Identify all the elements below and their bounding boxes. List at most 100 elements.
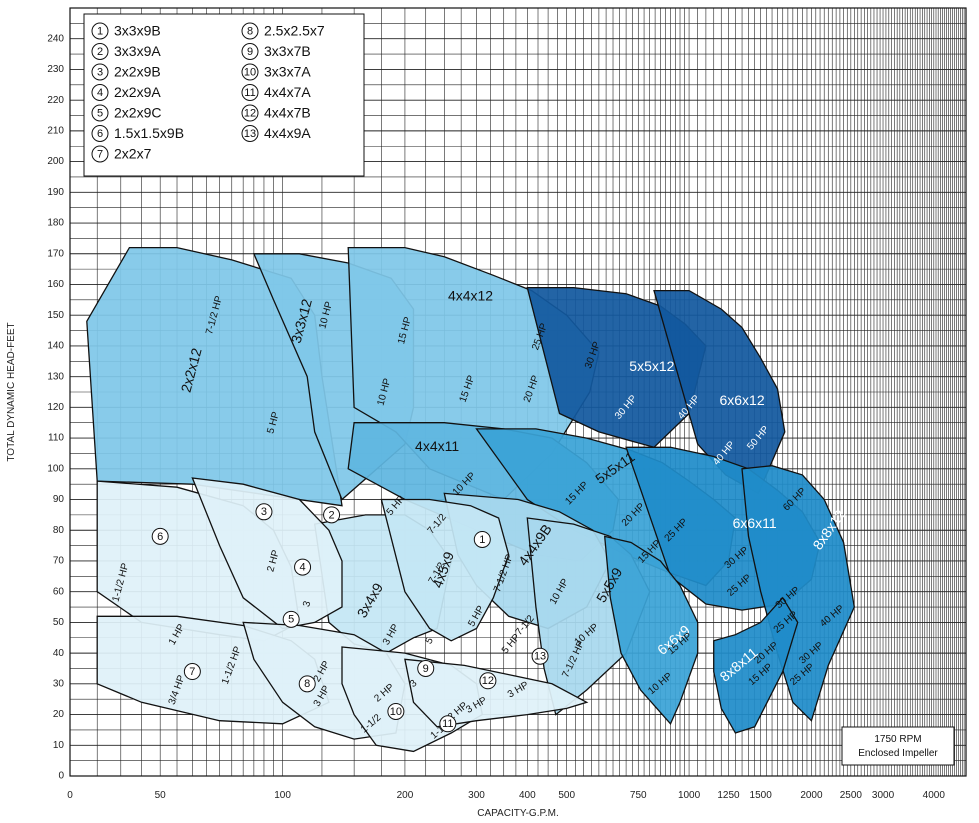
pump-marker: [151, 527, 169, 545]
pump-marker: [531, 647, 549, 665]
pump-marker: [294, 558, 312, 576]
info-box: 1750 RPM Enclosed Impeller: [841, 726, 955, 766]
legend-marker: [241, 125, 259, 142]
pump-marker: [282, 610, 300, 628]
y-tick-label: 100: [47, 463, 64, 474]
x-tick-label: 2000: [800, 790, 823, 801]
legend-number: 2: [97, 46, 103, 58]
legend-number: 6: [97, 128, 103, 140]
plot-frame: [69, 7, 967, 777]
legend-marker: [241, 63, 259, 81]
pump-marker-number: 13: [534, 651, 546, 663]
y-tick-label: 0: [58, 771, 64, 782]
y-tick-label: 240: [47, 33, 64, 44]
legend-marker: [91, 145, 109, 163]
x-tick-label: 400: [519, 790, 536, 801]
pump-marker-number: 6: [157, 531, 163, 543]
legend-number: 3: [97, 66, 103, 78]
hp-label: 3: [301, 599, 313, 608]
pump-marker: [387, 702, 405, 720]
region-8x8x12: [741, 465, 855, 722]
legend-number: 1: [97, 25, 103, 37]
pump-marker: [417, 659, 435, 677]
y-tick-label: 10: [53, 740, 65, 751]
legend-label: 4x4x7B: [264, 105, 311, 121]
legend-number: 8: [247, 25, 253, 37]
y-axis-title: TOTAL DYNAMIC HEAD-FEET: [6, 322, 17, 461]
region-label: 6x6x11: [733, 515, 777, 531]
y-tick-label: 80: [53, 525, 65, 536]
info-text: 1750 RPM: [874, 734, 921, 745]
region-6x6x9: [603, 535, 699, 725]
y-tick-label: 70: [53, 556, 65, 567]
pump-marker: [479, 672, 497, 690]
legend-number: 10: [244, 66, 256, 78]
y-tick-label: 110: [48, 433, 64, 444]
pump-regions: 2x2x123x3x124x4x125x5x126x6x124x4x115x5x…: [86, 246, 855, 753]
y-tick-label: 230: [47, 64, 64, 75]
region-label: 4x4x11: [415, 438, 459, 454]
y-tick-label: 60: [53, 586, 65, 597]
y-tick-label: 30: [53, 678, 65, 689]
legend-number: 7: [97, 148, 103, 160]
y-tick-label: 160: [47, 279, 64, 290]
pump-marker: [439, 715, 457, 733]
legend-marker: [91, 125, 109, 142]
x-tick-label: 4000: [923, 790, 946, 801]
region-label: 6x6x12: [719, 392, 764, 408]
legend-marker: [241, 43, 259, 60]
legend-number: 5: [97, 107, 103, 119]
y-tick-label: 180: [47, 218, 64, 229]
y-tick-label: 120: [47, 402, 64, 413]
pump-marker: [183, 663, 201, 681]
pump-marker: [298, 675, 316, 693]
legend-number: 11: [244, 87, 255, 99]
legend-label: 2x2x9A: [114, 84, 161, 100]
region-8x8x11: [713, 596, 799, 734]
legend-marker: [241, 22, 259, 40]
pump-marker: [323, 506, 341, 524]
x-tick-label: 50: [155, 790, 167, 801]
legend-label: 3x3x7B: [264, 43, 311, 59]
y-tick-label: 190: [47, 187, 64, 198]
legend-label: 2.5x2.5x7: [264, 23, 325, 39]
pump-marker-number: 3: [261, 506, 267, 518]
legend-marker: [241, 84, 259, 101]
y-tick-label: 210: [47, 126, 64, 137]
x-axis-title: CAPACITY-G.P.M.: [477, 808, 559, 819]
x-tick-label: 1500: [750, 790, 773, 801]
y-tick-label: 50: [53, 617, 65, 628]
pump-marker-number: 4: [300, 562, 306, 574]
legend-marker: [91, 84, 109, 101]
region-4x4x7B: [404, 658, 589, 728]
region-label: 4x4x12: [448, 287, 493, 303]
hp-label: 3: [408, 678, 420, 690]
legend-number: 4: [97, 87, 103, 99]
legend-number: 13: [244, 128, 256, 140]
y-tick-label: 150: [47, 310, 64, 321]
legend-box: [83, 13, 365, 177]
y-tick-label: 20: [53, 709, 65, 720]
hp-label: 5: [424, 635, 437, 646]
legend: 1 3x3x9B 2 3x3x9A 3 2x2x9B 4 2x2x9A 5 2x2x9C 6 1.5x…: [83, 13, 365, 177]
legend-label: 2x2x9C: [114, 105, 161, 121]
x-tick-label: 750: [630, 790, 647, 801]
info-text: Enclosed Impeller: [858, 748, 938, 759]
legend-label: 3x3x7A: [264, 64, 311, 80]
y-tick-label: 220: [47, 95, 64, 106]
x-tick-label: 300: [468, 790, 485, 801]
legend-marker: [241, 104, 259, 122]
pump-marker-number: 11: [442, 718, 453, 730]
pump-marker-number: 1: [479, 534, 485, 546]
y-tick-label: 200: [47, 156, 64, 167]
legend-marker: [91, 104, 109, 122]
legend-marker: [91, 22, 109, 40]
x-tick-label: 100: [274, 790, 291, 801]
pump-marker-number: 5: [288, 614, 294, 626]
axes: 0102030405060708090100110120130140150160…: [47, 7, 967, 801]
legend-label: 3x3x9A: [114, 43, 161, 59]
pump-marker-number: 9: [423, 663, 429, 675]
pump-marker-number: 8: [304, 678, 310, 690]
y-tick-label: 170: [47, 248, 64, 259]
